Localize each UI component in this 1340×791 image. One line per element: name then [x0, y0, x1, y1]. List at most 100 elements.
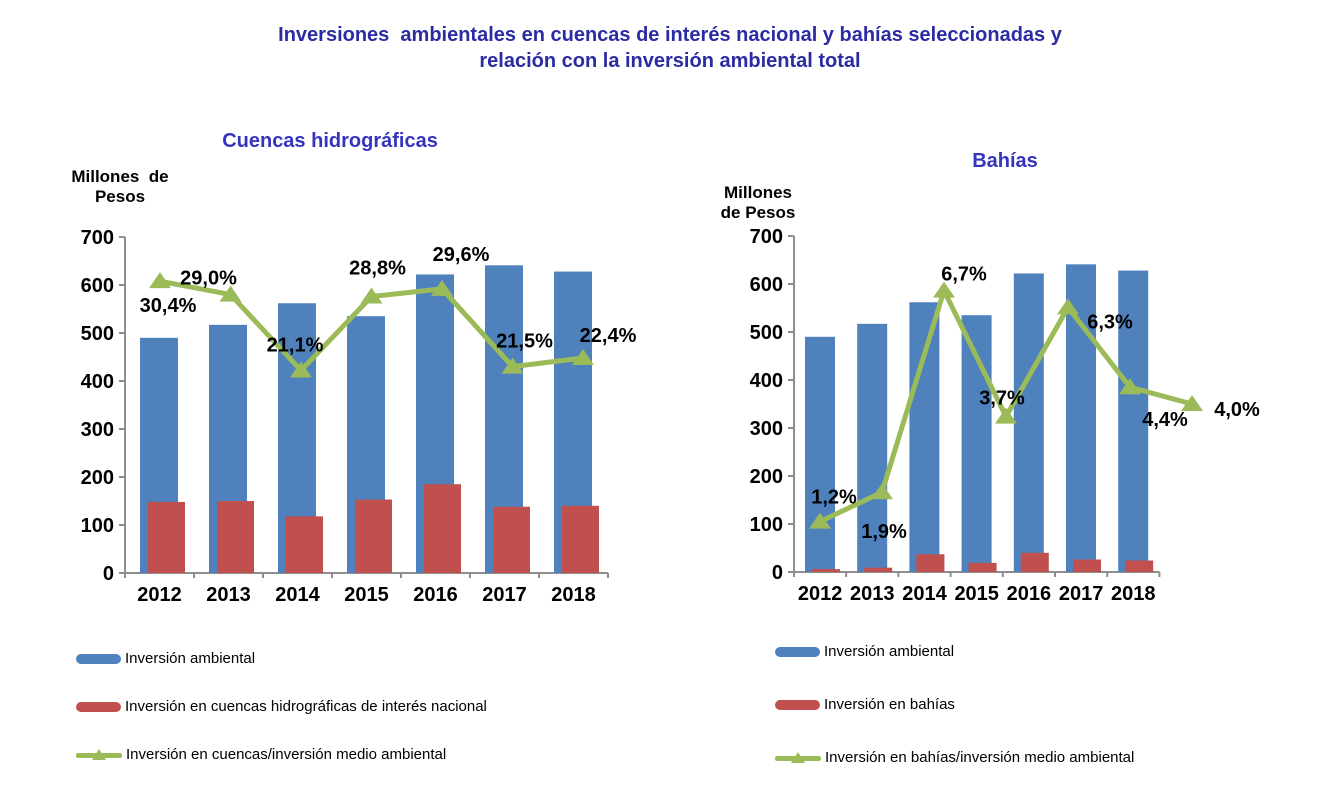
bar-secondary — [864, 567, 893, 572]
y-tick-label: 400 — [81, 371, 114, 393]
bars — [140, 265, 599, 573]
data-label: 6,7% — [941, 264, 987, 286]
y-tick-label: 700 — [81, 227, 114, 249]
data-label: 21,5% — [496, 331, 553, 353]
legend-line-marker-swatch — [775, 751, 821, 765]
bar-secondary — [217, 501, 254, 573]
y-tick-label: 500 — [81, 323, 114, 345]
bar-secondary — [1073, 559, 1101, 572]
triangle-marker — [290, 361, 312, 378]
legend-bar-swatch — [775, 699, 820, 710]
y-tick-label: 0 — [103, 563, 114, 585]
y-tick-label: 100 — [750, 514, 783, 536]
figure-title-line1: Inversiones ambientales en cuencas de in… — [278, 24, 1062, 46]
axis-tick-labels: 0 100 200 300 400 500 600 700 2012 2013 2014 2015 20… — [81, 227, 596, 606]
legend-item: Inversión en cuencas/inversión medio amb… — [76, 746, 487, 763]
data-label: 1,9% — [861, 521, 907, 543]
y-tick-label: 700 — [750, 226, 783, 248]
y-axis-label-line: de Pesos — [720, 203, 796, 223]
y-axis-label-line: Millones — [723, 183, 792, 202]
bar-secondary — [812, 569, 840, 572]
triangle-marker — [572, 348, 594, 365]
legend-bar-swatch — [76, 701, 121, 712]
data-label: 4,4% — [1142, 409, 1188, 431]
bar-secondary — [916, 554, 945, 572]
legend-label: Inversión en cuencas hidrográficas de in… — [125, 698, 487, 715]
y-tick-label: 200 — [750, 466, 783, 488]
triangle-marker — [431, 279, 453, 296]
x-tick-label: 2013 — [850, 583, 895, 605]
x-tick-label: 2017 — [1059, 583, 1104, 605]
legend-label: Inversión en bahías — [824, 696, 955, 713]
y-tick-label: 300 — [750, 418, 783, 440]
triangle-marker — [360, 287, 383, 304]
data-label: 29,6% — [433, 244, 490, 266]
triangle-marker — [995, 407, 1017, 424]
legend-bahias: Inversión ambiental Inversión en bahías In… — [775, 643, 1134, 766]
bar-secondary — [968, 562, 997, 572]
x-tick-label: 2018 — [1111, 583, 1156, 605]
data-label: 6,3% — [1087, 311, 1133, 333]
line-markers — [809, 281, 1203, 529]
triangle-marker — [1057, 298, 1079, 315]
y-tick-label: 100 — [81, 515, 114, 537]
data-label: 4,0% — [1214, 399, 1260, 421]
y-tick-label: 600 — [750, 274, 783, 296]
bar-secondary — [1020, 552, 1049, 572]
data-labels: 1,2%1,9% 6,7% 3,7% 6,3% 4,4% 4,0% — [811, 264, 1260, 544]
bar-secondary — [286, 516, 323, 573]
data-label: 21,1% — [267, 334, 324, 356]
triangle-marker — [1181, 395, 1203, 411]
x-tick-label: 2017 — [482, 584, 527, 606]
x-tick-label: 2014 — [902, 583, 947, 605]
y-axis-label-line: Pesos — [94, 187, 146, 207]
triangle-marker — [149, 272, 171, 289]
bar-primary — [857, 323, 888, 572]
legend-line-marker-swatch — [76, 748, 122, 762]
figure-title: Inversiones ambientales en cuencas de in… — [0, 22, 1340, 74]
legend-item: Inversión en bahías/inversión medio ambi… — [775, 749, 1134, 766]
y-tick-label: 200 — [81, 467, 114, 489]
triangle-marker — [1119, 378, 1141, 395]
y-tick-label: 600 — [81, 275, 114, 297]
bar-primary — [1118, 270, 1149, 572]
y-tick-label: 300 — [81, 419, 114, 441]
triangle-marker — [501, 357, 524, 374]
y-axis-label-bahias: Millones de Pesos — [704, 183, 812, 224]
bar-secondary — [493, 506, 530, 573]
triangle-marker — [871, 483, 893, 500]
chart-cuencas: 0 100 200 300 400 500 600 700 2012 2013 2014 2015 20… — [81, 227, 637, 606]
legend-item: Inversión en cuencas hidrográficas de in… — [76, 698, 487, 715]
y-axis-label-cuencas: Millones de Pesos — [60, 167, 180, 208]
legend-item: Inversión ambiental — [76, 650, 487, 667]
bar-secondary — [424, 484, 461, 573]
bar-primary — [1066, 264, 1096, 572]
x-tick-label: 2018 — [551, 584, 596, 606]
x-tick-label: 2012 — [798, 583, 843, 605]
bar-secondary — [355, 499, 392, 573]
bar-primary — [909, 302, 940, 572]
line-markers — [149, 272, 594, 378]
bar-secondary — [1125, 560, 1154, 572]
chart-title-cuencas: Cuencas hidrográficas — [222, 130, 438, 152]
y-tick-label: 400 — [750, 370, 783, 392]
x-tick-label: 2015 — [954, 583, 999, 605]
triangle-marker-icon — [92, 748, 106, 760]
y-axis-label-line: Millones de — [71, 167, 169, 186]
y-tick-label: 0 — [772, 562, 783, 584]
chart-bahias: 0 100 200 300 400 500 600 700 2012 2013 2014 2015 20… — [750, 226, 1260, 605]
bar-secondary — [562, 505, 599, 573]
x-tick-label: 2014 — [275, 584, 320, 606]
axis-tick-labels: 0 100 200 300 400 500 600 700 2012 2013 2014 2015 20… — [750, 226, 1156, 605]
y-tick-label: 500 — [750, 322, 783, 344]
data-label: 3,7% — [979, 388, 1025, 410]
figure-title-line2: relación con la inversión ambiental tota… — [479, 50, 861, 72]
data-label: 28,8% — [349, 258, 406, 280]
bar-primary — [1013, 273, 1044, 572]
x-tick-label: 2016 — [1007, 583, 1052, 605]
chart-title-bahias: Bahías — [972, 150, 1038, 172]
bars — [805, 264, 1154, 572]
x-tick-label: 2016 — [413, 584, 458, 606]
legend-label: Inversión en bahías/inversión medio ambi… — [825, 749, 1135, 766]
